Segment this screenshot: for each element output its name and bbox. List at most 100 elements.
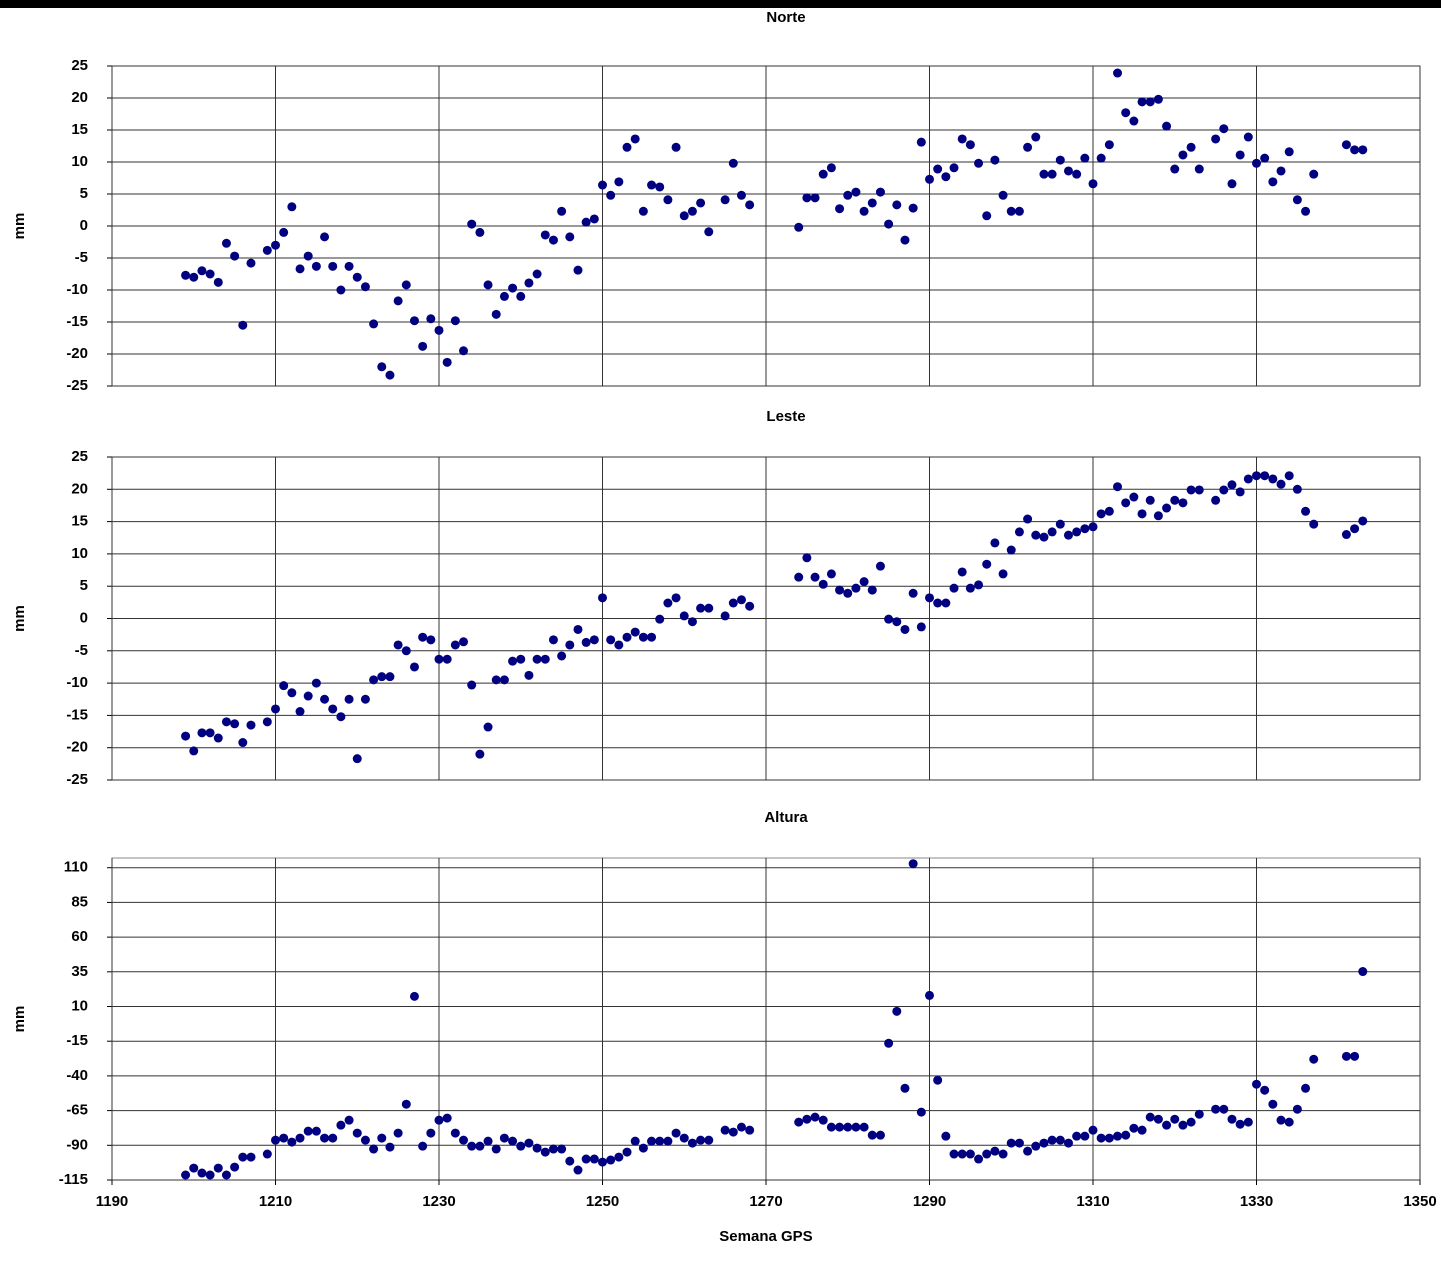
point bbox=[1096, 1133, 1106, 1143]
point bbox=[565, 640, 575, 650]
point bbox=[328, 1133, 338, 1143]
x-tick-label: 1250 bbox=[586, 1193, 619, 1210]
y-tick-label: -10 bbox=[66, 281, 88, 298]
point bbox=[181, 731, 191, 741]
point bbox=[524, 278, 534, 288]
point bbox=[720, 195, 730, 205]
point bbox=[320, 232, 330, 242]
point bbox=[900, 235, 910, 245]
point bbox=[1211, 134, 1221, 144]
point bbox=[704, 603, 714, 613]
point bbox=[916, 1107, 926, 1117]
point bbox=[606, 635, 616, 645]
point bbox=[1194, 485, 1204, 495]
x-tick-label: 1190 bbox=[96, 1193, 129, 1210]
point bbox=[1063, 530, 1073, 540]
point bbox=[221, 1170, 231, 1180]
point bbox=[401, 280, 411, 290]
point bbox=[630, 627, 640, 637]
point bbox=[1113, 1131, 1123, 1141]
y-tick-label: 15 bbox=[71, 121, 88, 138]
point bbox=[205, 728, 215, 738]
point bbox=[271, 704, 280, 714]
point bbox=[1072, 527, 1082, 537]
point bbox=[1358, 967, 1368, 977]
point bbox=[1014, 206, 1024, 216]
point bbox=[900, 1083, 910, 1093]
y-tick-label: 0 bbox=[80, 217, 88, 234]
y-tick-label: 10 bbox=[71, 153, 88, 170]
point bbox=[377, 672, 387, 682]
point bbox=[1350, 145, 1360, 155]
point bbox=[467, 1141, 477, 1151]
point bbox=[1301, 1083, 1311, 1093]
point bbox=[442, 357, 452, 367]
y-tick-label: 5 bbox=[80, 577, 88, 594]
point bbox=[467, 680, 477, 690]
x-tick-label: 1230 bbox=[422, 1193, 455, 1210]
point bbox=[1006, 1138, 1016, 1148]
point bbox=[205, 1170, 215, 1180]
point bbox=[442, 654, 452, 664]
point bbox=[573, 265, 583, 275]
y-tick-label: -90 bbox=[66, 1136, 88, 1153]
x-tick-label: 1290 bbox=[913, 1193, 946, 1210]
point bbox=[655, 614, 665, 624]
point bbox=[704, 227, 714, 237]
point bbox=[1039, 1138, 1049, 1148]
point bbox=[1178, 1120, 1188, 1130]
point bbox=[1023, 1146, 1033, 1156]
point bbox=[581, 217, 591, 227]
point bbox=[745, 601, 755, 611]
point bbox=[344, 261, 354, 271]
point bbox=[1153, 511, 1163, 521]
y-tick-label: 10 bbox=[71, 545, 88, 562]
point bbox=[1309, 1054, 1319, 1064]
point bbox=[826, 569, 836, 579]
y-tick-label: -5 bbox=[75, 249, 88, 266]
x-tick-label: 1210 bbox=[259, 1193, 292, 1210]
y-tick-label: 20 bbox=[71, 480, 88, 497]
point bbox=[1219, 124, 1229, 134]
point bbox=[606, 1155, 616, 1165]
point bbox=[1137, 509, 1147, 519]
point bbox=[524, 1138, 534, 1148]
point bbox=[1170, 1114, 1180, 1124]
point bbox=[598, 180, 607, 190]
point bbox=[1235, 150, 1245, 160]
point bbox=[524, 670, 534, 680]
point bbox=[1186, 485, 1196, 495]
point bbox=[1153, 1114, 1163, 1124]
y-tick-label: -5 bbox=[75, 642, 88, 659]
point bbox=[851, 187, 861, 197]
point bbox=[459, 346, 469, 356]
point bbox=[1219, 485, 1229, 495]
point bbox=[565, 1156, 575, 1166]
point bbox=[1194, 1109, 1204, 1119]
point bbox=[638, 1143, 648, 1153]
point bbox=[311, 678, 321, 688]
y-tick-label: -15 bbox=[66, 706, 88, 723]
y-tick-label: 5 bbox=[80, 185, 88, 202]
point bbox=[589, 214, 599, 224]
point bbox=[859, 206, 869, 216]
point bbox=[409, 662, 419, 672]
y-tick-label: 25 bbox=[71, 57, 88, 74]
point bbox=[540, 654, 550, 664]
point bbox=[418, 341, 428, 351]
point bbox=[189, 746, 199, 756]
point bbox=[1039, 532, 1049, 542]
point bbox=[1145, 1112, 1155, 1122]
point bbox=[655, 1136, 665, 1146]
point bbox=[1186, 142, 1196, 152]
point bbox=[647, 1136, 657, 1146]
point bbox=[279, 227, 289, 237]
point bbox=[1284, 471, 1294, 481]
point bbox=[434, 325, 444, 335]
point bbox=[1292, 1104, 1302, 1114]
point bbox=[311, 1126, 321, 1136]
x-tick-label: 1330 bbox=[1240, 1193, 1273, 1210]
point bbox=[638, 206, 648, 216]
point bbox=[1104, 140, 1114, 150]
point bbox=[1153, 94, 1163, 104]
